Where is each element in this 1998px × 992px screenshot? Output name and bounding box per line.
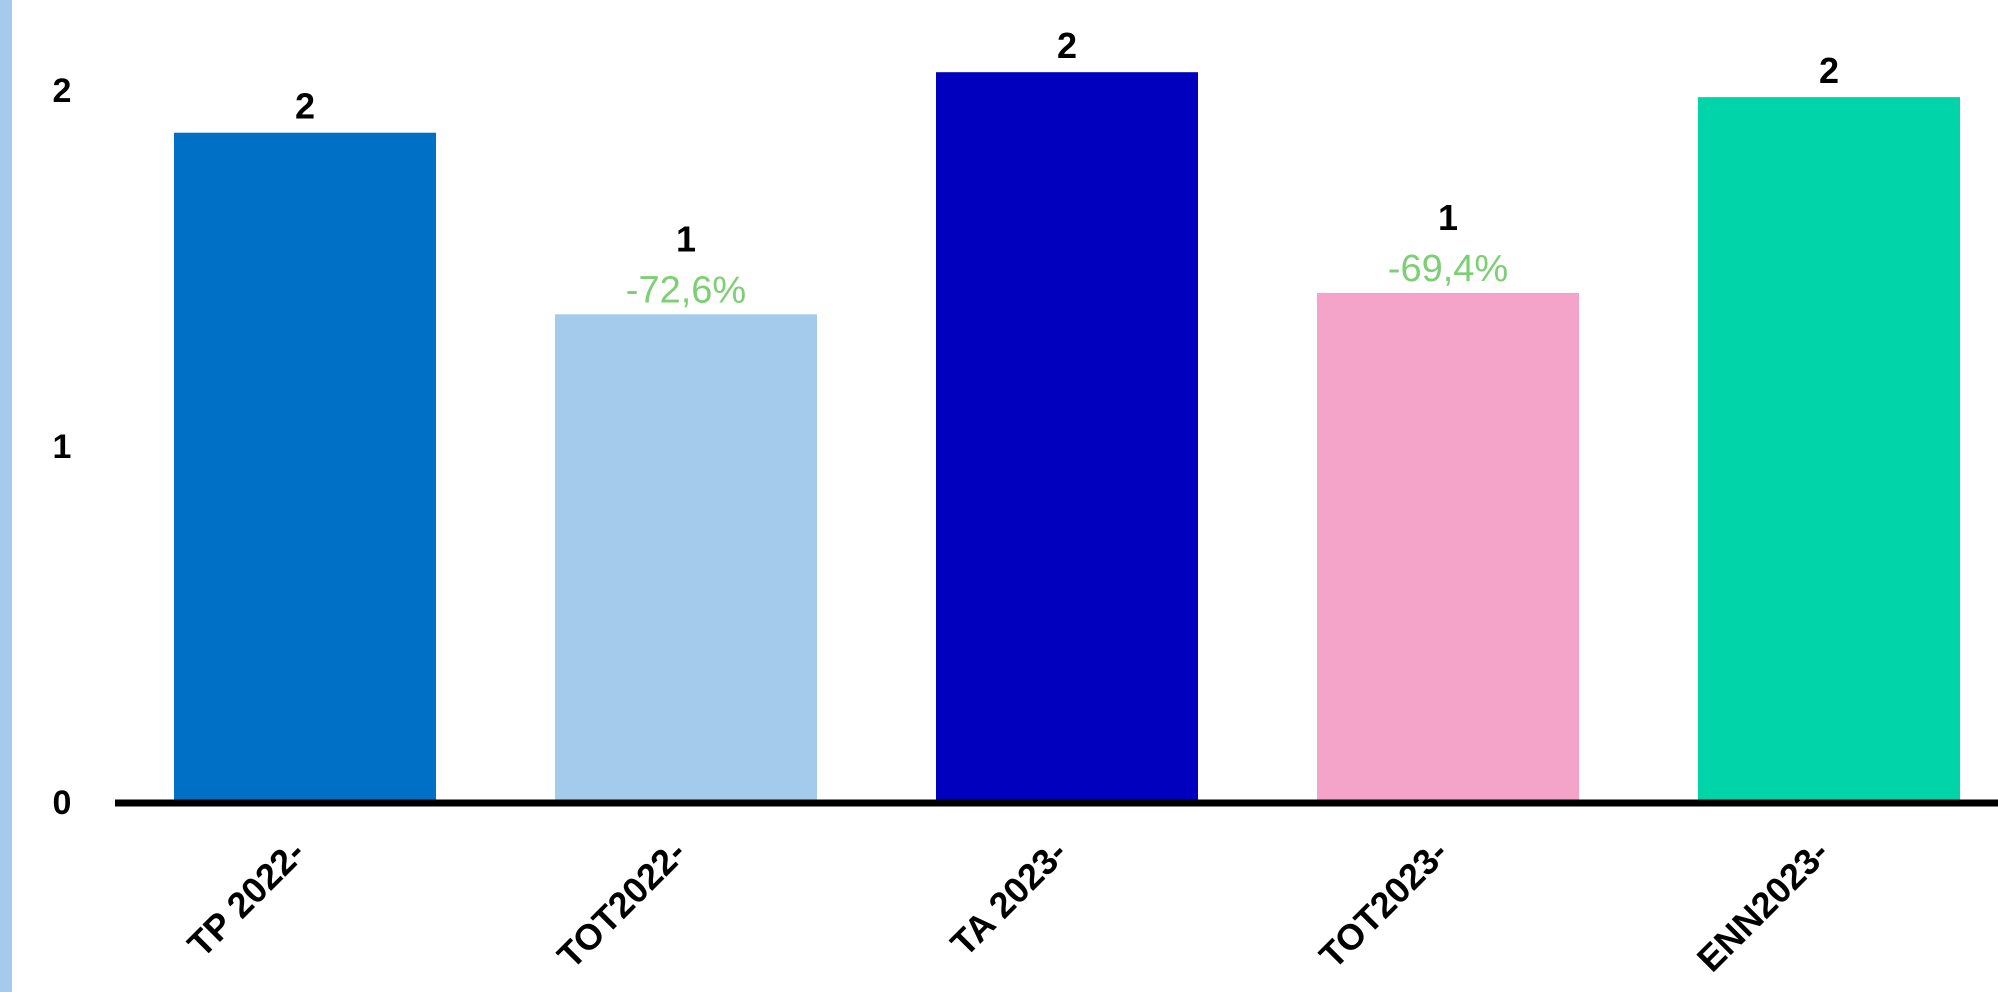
value-label: 2	[1819, 50, 1839, 91]
y-tick-label: 2	[53, 72, 72, 110]
bar-1	[174, 132, 436, 803]
left-accent-stripe	[0, 0, 12, 992]
change-label: -69,4%	[1388, 248, 1508, 290]
y-tick-label: 0	[53, 784, 72, 822]
bar-4	[1317, 292, 1579, 802]
bar-5	[1698, 97, 1960, 803]
x-tick-label: TP 2022-	[179, 832, 312, 965]
x-tick-label: ENN2023-	[1689, 832, 1837, 980]
bar-2	[555, 314, 817, 802]
value-label: 1	[676, 218, 696, 259]
y-tick-label: 1	[53, 428, 72, 466]
value-label: 1	[1438, 197, 1458, 238]
x-tick-label: TOT2022-	[549, 832, 694, 977]
change-label: -72,6%	[626, 269, 746, 311]
x-tick-label: TA 2023-	[942, 832, 1074, 964]
bar-3	[936, 72, 1198, 802]
value-label: 2	[295, 86, 315, 127]
value-label: 2	[1057, 25, 1077, 66]
x-tick-label: TOT2023-	[1311, 832, 1456, 977]
